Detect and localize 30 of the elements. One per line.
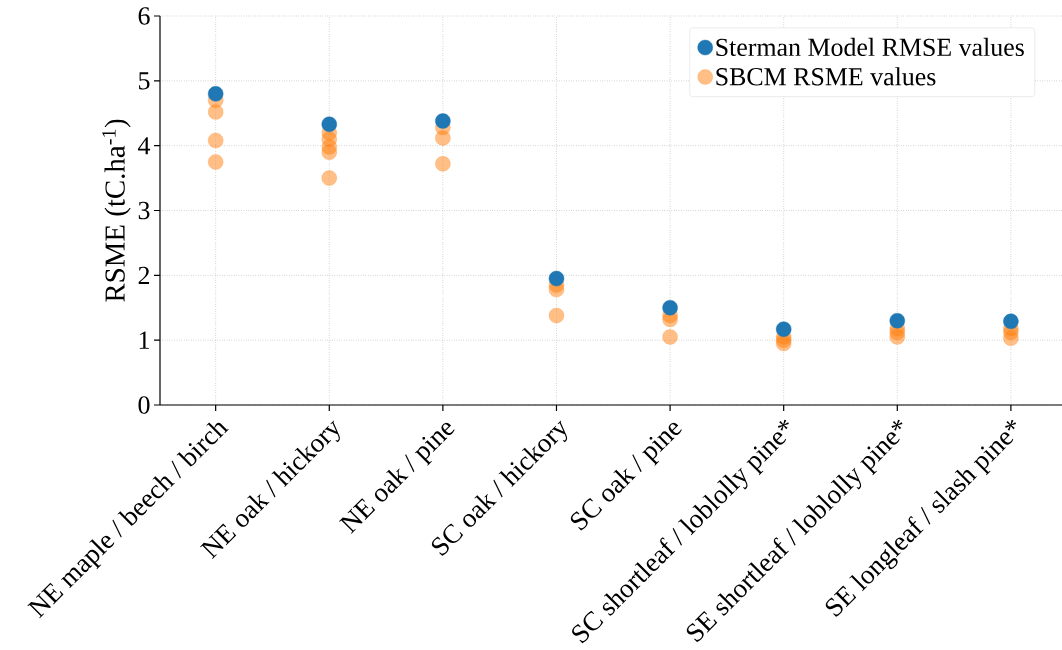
legend-label: Sterman Model RMSE values <box>716 37 1024 57</box>
y-tick-label: 3 <box>138 201 150 220</box>
point <box>207 132 224 149</box>
y-axis-title: RSME (tC.ha$^{-1}$) <box>102 119 131 302</box>
point <box>435 113 451 129</box>
point <box>662 300 678 316</box>
point <box>548 270 565 287</box>
point <box>889 313 905 329</box>
point <box>207 104 224 120</box>
y-tick-label: 6 <box>138 7 150 25</box>
point <box>775 335 792 352</box>
point <box>889 329 905 345</box>
y-tick-label: 2 <box>138 266 150 284</box>
point <box>321 144 337 160</box>
y-tick-label: 4 <box>138 137 151 155</box>
point <box>775 321 792 337</box>
point <box>435 156 451 172</box>
legend-label: SBCM RSME values <box>716 67 936 86</box>
point <box>1003 330 1019 346</box>
y-tick-label: 0 <box>138 396 150 414</box>
point <box>1003 313 1019 330</box>
point <box>548 307 565 324</box>
y-tick-label: 5 <box>139 72 150 90</box>
y-tick-label: 1 <box>139 331 149 349</box>
point <box>321 170 337 186</box>
point <box>321 116 337 132</box>
point <box>435 130 451 146</box>
point <box>207 86 224 102</box>
point <box>207 154 224 170</box>
point <box>662 329 678 345</box>
